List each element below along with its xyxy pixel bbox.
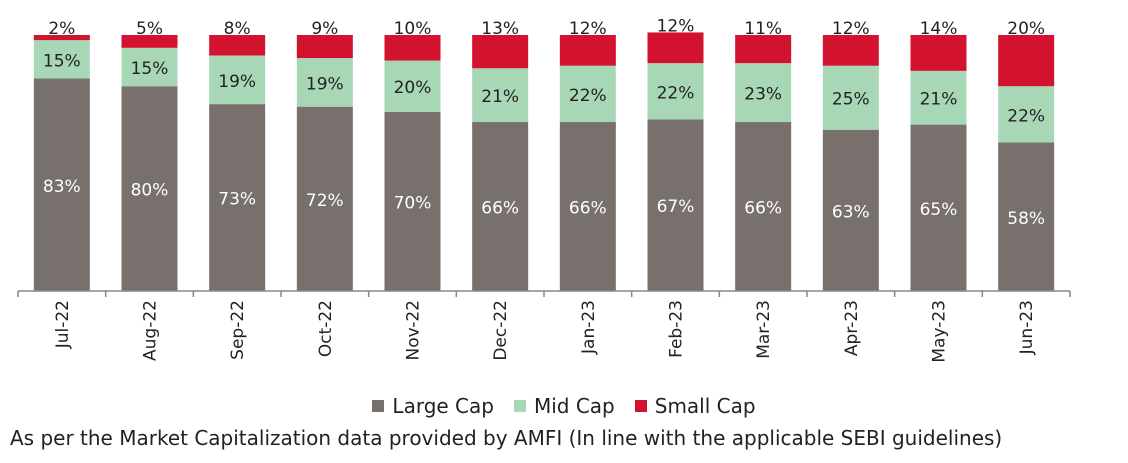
- x-tick-label-mar-23: Mar-23: [754, 300, 774, 359]
- bar-segment-mid-cap-apr-23: [822, 65, 879, 130]
- data-label-mid-cap-jun-23: 22%: [1007, 106, 1045, 126]
- bar-segment-mid-cap-jan-23: [559, 65, 616, 123]
- x-tick-label-sep-22: Sep-22: [228, 300, 248, 360]
- bar-segment-mid-cap-nov-22: [384, 60, 441, 112]
- data-label-mid-cap-may-23: 21%: [920, 90, 958, 110]
- data-label-small-cap-oct-22: 9%: [311, 19, 338, 39]
- bar-segment-large-cap-aug-22: [121, 86, 178, 291]
- bar-segment-large-cap-feb-23: [647, 119, 704, 291]
- data-label-small-cap-jun-23: 20%: [1007, 19, 1045, 39]
- data-label-small-cap-jan-23: 12%: [569, 19, 607, 39]
- x-tick-label-feb-23: Feb-23: [667, 300, 687, 358]
- bar-segment-mid-cap-jul-22: [33, 40, 90, 79]
- data-label-mid-cap-aug-22: 15%: [131, 59, 169, 79]
- bar-segment-small-cap-jan-23: [559, 35, 616, 66]
- bar-segment-mid-cap-may-23: [910, 70, 967, 125]
- x-tick-label-oct-22: Oct-22: [316, 300, 336, 357]
- x-tick-label-jul-22: Jul-22: [53, 300, 73, 349]
- bar-segment-small-cap-oct-22: [296, 35, 353, 59]
- data-label-small-cap-sep-22: 8%: [224, 19, 251, 39]
- data-label-large-cap-sep-22: 73%: [218, 190, 256, 210]
- bar-segment-small-cap-dec-22: [472, 35, 529, 69]
- data-label-small-cap-dec-22: 13%: [481, 19, 519, 39]
- x-tick-label-aug-22: Aug-22: [141, 300, 161, 361]
- legend-swatch-large-cap: [372, 400, 385, 412]
- data-label-large-cap-feb-23: 67%: [657, 197, 695, 217]
- data-label-small-cap-feb-23: 12%: [657, 16, 695, 36]
- legend: Large Cap Mid Cap Small Cap: [0, 394, 1128, 418]
- data-label-large-cap-may-23: 65%: [920, 200, 958, 220]
- bar-segment-mid-cap-feb-23: [647, 63, 704, 120]
- bar-segment-large-cap-jan-23: [559, 122, 616, 291]
- bar-segment-small-cap-jul-22: [33, 35, 90, 41]
- bar-segment-large-cap-dec-22: [472, 122, 529, 291]
- bar-segment-mid-cap-mar-23: [735, 63, 792, 123]
- x-tick-label-apr-23: Apr-23: [842, 300, 862, 356]
- bar-segment-large-cap-apr-23: [822, 129, 879, 291]
- bar-segment-large-cap-sep-22: [209, 104, 266, 292]
- data-label-small-cap-aug-22: 5%: [136, 19, 163, 39]
- bar-segment-small-cap-feb-23: [647, 32, 704, 64]
- data-label-mid-cap-feb-23: 22%: [657, 83, 695, 103]
- legend-label-mid-cap: Mid Cap: [533, 394, 615, 418]
- data-label-mid-cap-apr-23: 25%: [832, 90, 870, 110]
- data-label-large-cap-jul-22: 83%: [43, 177, 81, 197]
- bar-segment-small-cap-apr-23: [822, 35, 879, 66]
- x-tick-label-dec-22: Dec-22: [491, 300, 511, 361]
- data-label-mid-cap-dec-22: 21%: [481, 87, 519, 107]
- legend-label-large-cap: Large Cap: [392, 394, 494, 418]
- data-label-large-cap-jun-23: 58%: [1007, 209, 1045, 229]
- data-label-small-cap-mar-23: 11%: [744, 19, 782, 39]
- bar-segment-large-cap-jun-23: [998, 142, 1055, 291]
- data-label-mid-cap-jan-23: 22%: [569, 86, 607, 106]
- bar-segment-mid-cap-sep-22: [209, 55, 266, 105]
- stacked-bar-chart: 83% 15% 2% 80% 15% 5% 73% 19% 8% 72% 19% 9% 70% 20% 10…: [17, 16, 1071, 363]
- bar-segment-small-cap-sep-22: [209, 35, 266, 56]
- bar-segment-large-cap-may-23: [910, 124, 967, 291]
- x-tick-label-jan-23: Jan-23: [579, 300, 599, 355]
- data-label-small-cap-apr-23: 12%: [832, 19, 870, 39]
- bar-segment-mid-cap-jun-23: [998, 86, 1055, 143]
- data-label-large-cap-dec-22: 66%: [481, 199, 519, 219]
- legend-label-small-cap: Small Cap: [654, 394, 756, 418]
- bar-segment-mid-cap-oct-22: [296, 58, 353, 107]
- x-tick-label-may-23: May-23: [930, 300, 950, 363]
- legend-item-mid-cap: Mid Cap: [513, 394, 615, 418]
- data-label-large-cap-nov-22: 70%: [394, 193, 432, 213]
- x-tick-label-jun-23: Jun-23: [1017, 300, 1037, 355]
- legend-swatch-small-cap: [634, 400, 647, 412]
- data-label-mid-cap-oct-22: 19%: [306, 74, 344, 94]
- data-label-small-cap-nov-22: 10%: [394, 19, 432, 39]
- data-label-mid-cap-mar-23: 23%: [744, 85, 782, 105]
- data-label-large-cap-aug-22: 80%: [131, 181, 169, 201]
- bar-segment-large-cap-oct-22: [296, 106, 353, 292]
- data-label-large-cap-apr-23: 63%: [832, 202, 870, 222]
- bar-segment-small-cap-jun-23: [998, 35, 1055, 87]
- x-tick-label-nov-22: Nov-22: [404, 300, 424, 361]
- data-label-small-cap-may-23: 14%: [920, 19, 958, 39]
- bar-segment-small-cap-aug-22: [121, 35, 178, 48]
- bar-segment-small-cap-may-23: [910, 35, 967, 71]
- data-label-large-cap-jan-23: 66%: [569, 199, 607, 219]
- bar-segment-mid-cap-dec-22: [472, 68, 529, 123]
- data-label-large-cap-oct-22: 72%: [306, 191, 344, 211]
- bar-segment-large-cap-nov-22: [384, 111, 441, 291]
- legend-swatch-mid-cap: [513, 400, 526, 412]
- data-label-small-cap-jul-22: 2%: [48, 19, 75, 39]
- bar-segment-mid-cap-aug-22: [121, 47, 178, 87]
- data-label-mid-cap-jul-22: 15%: [43, 51, 81, 71]
- legend-item-small-cap: Small Cap: [634, 394, 756, 418]
- legend-item-large-cap: Large Cap: [372, 394, 494, 418]
- bar-segment-large-cap-jul-22: [33, 78, 90, 292]
- data-label-large-cap-mar-23: 66%: [744, 199, 782, 219]
- data-label-mid-cap-sep-22: 19%: [218, 72, 256, 92]
- bar-segment-large-cap-mar-23: [735, 122, 792, 291]
- bar-segment-small-cap-mar-23: [735, 35, 792, 64]
- bar-segment-small-cap-nov-22: [384, 35, 441, 61]
- footnote: As per the Market Capitalization data pr…: [10, 426, 1003, 450]
- data-label-mid-cap-nov-22: 20%: [394, 78, 432, 98]
